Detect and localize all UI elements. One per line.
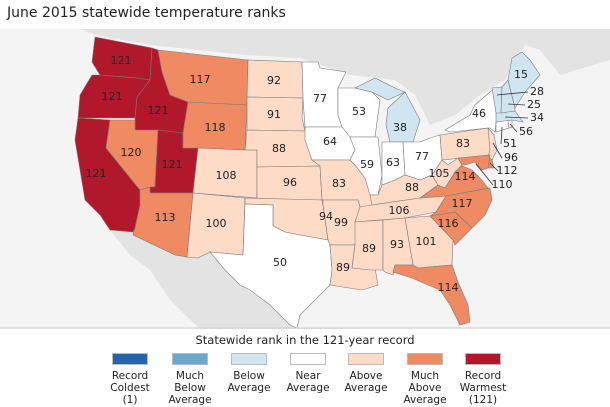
rank-label-wv: 105 — [429, 167, 450, 180]
legend-label-record-warmest: Record Warmest (121) — [459, 370, 507, 406]
rank-label-il: 59 — [360, 158, 374, 171]
rank-label-ca: 121 — [86, 167, 107, 180]
rank-label-nh: 25 — [527, 98, 541, 111]
rank-label-sd: 91 — [267, 108, 281, 121]
rank-label-ms: 89 — [362, 242, 376, 255]
rank-label-az: 113 — [155, 211, 176, 224]
state-shapes — [74, 36, 541, 329]
legend-swatch-much-above — [407, 353, 443, 365]
rank-label-nd: 92 — [267, 74, 281, 87]
legend-title: Statewide rank in the 121-year record — [195, 333, 415, 347]
rank-label-ia: 64 — [323, 135, 337, 148]
legend-label-record-coldest: Record Coldest (1) — [110, 370, 150, 406]
rank-label-sc: 116 — [438, 217, 459, 230]
rank-label-ky: 88 — [405, 181, 419, 194]
map-title: June 2015 statewide temperature ranks — [7, 5, 286, 21]
leader-line-md — [475, 163, 494, 186]
us-temperature-rank-map: 121 121 121 121 120 121 113 117 118 108 100 92 91 88 9… — [0, 29, 610, 329]
leader-line-ma — [504, 116, 529, 119]
state-me — [507, 51, 541, 109]
state-az — [132, 186, 194, 258]
rank-label-mo: 83 — [332, 177, 346, 190]
legend-swatch-record-warmest — [465, 353, 501, 365]
rank-label-nm: 100 — [206, 217, 227, 230]
rank-label-ok: 94 — [319, 210, 333, 223]
leader-lines — [475, 91, 529, 186]
state-mi — [354, 77, 406, 101]
legend-swatch-much-below — [172, 353, 208, 365]
rank-label-nj: 96 — [504, 151, 518, 164]
rank-label-tn: 106 — [389, 204, 410, 217]
state-mi — [385, 91, 421, 143]
rank-label-nv: 120 — [121, 146, 142, 159]
rank-label-ar: 99 — [334, 216, 348, 229]
state-nh — [500, 79, 516, 114]
rank-label-wy: 118 — [205, 121, 226, 134]
rank-label-oh: 77 — [415, 150, 429, 163]
rank-label-md: 110 — [492, 178, 513, 191]
rank-label-in: 63 — [386, 156, 400, 169]
legend-label-above: Above Average — [344, 370, 388, 394]
rank-label-mi: 38 — [393, 121, 407, 134]
rank-label-ma: 34 — [530, 111, 544, 124]
rank-label-ny: 46 — [472, 107, 486, 120]
leader-line-de — [489, 162, 499, 172]
rank-label-or: 121 — [102, 90, 123, 103]
legend-label-below: Below Average — [227, 370, 271, 394]
state-il — [349, 136, 383, 196]
state-sd — [246, 96, 306, 132]
legend-swatch-record-coldest — [112, 353, 148, 365]
rank-label-ut: 121 — [162, 158, 183, 171]
rank-label-id: 121 — [148, 104, 169, 117]
rank-label-de: 112 — [497, 164, 518, 177]
leader-line-vt — [496, 91, 529, 96]
rank-label-me: 15 — [514, 68, 528, 81]
legend-label-much-above: Much Above Average — [403, 370, 447, 406]
rank-label-ne: 88 — [272, 142, 286, 155]
rank-label-pa: 83 — [456, 137, 470, 150]
canada-land — [80, 29, 610, 125]
rank-label-tx: 50 — [273, 256, 287, 269]
leader-line-ct — [500, 126, 503, 145]
rank-label-wa: 121 — [111, 54, 132, 67]
legend-swatch-above — [348, 353, 384, 365]
rank-label-ri: 56 — [519, 125, 533, 138]
rank-label-mn: 77 — [313, 92, 327, 105]
state-rank-labels: 121 121 121 121 120 121 113 117 118 108 100 92 91 88 9… — [86, 54, 545, 294]
rank-label-fl: 114 — [438, 281, 459, 294]
leader-line-nj — [492, 142, 503, 159]
rank-label-co: 108 — [216, 169, 237, 182]
rank-label-nc: 117 — [452, 197, 473, 210]
rank-label-ga: 101 — [416, 235, 437, 248]
state-fl — [392, 264, 471, 326]
legend-swatch-below — [231, 353, 267, 365]
state-tx — [209, 203, 333, 329]
rank-label-ks: 96 — [283, 176, 297, 189]
rank-label-la: 89 — [336, 261, 350, 274]
rank-label-al: 93 — [390, 238, 404, 251]
leader-line-ri — [509, 123, 518, 133]
leader-line-nh — [507, 103, 526, 106]
rank-label-mt: 117 — [190, 73, 211, 86]
rank-label-vt: 28 — [530, 85, 544, 98]
rank-label-ct: 51 — [503, 137, 517, 150]
rank-label-va: 114 — [455, 170, 476, 183]
state-md — [457, 154, 491, 171]
legend-swatch-near — [290, 353, 326, 365]
legend-label-near: Near Average — [286, 370, 330, 394]
legend-label-much-below: Much Below Average — [168, 370, 212, 406]
rank-label-wi: 53 — [352, 105, 366, 118]
